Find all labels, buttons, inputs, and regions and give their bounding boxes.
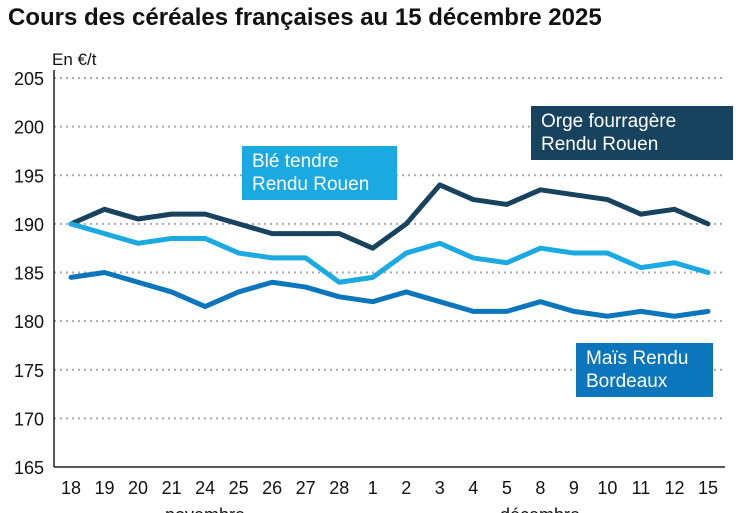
x-tick-label: 28 — [329, 478, 349, 498]
x-tick-label: 1 — [368, 478, 378, 498]
x-tick-label: 20 — [128, 478, 148, 498]
y-tick-label: 175 — [14, 361, 44, 381]
legend-ble: Blé tendre Rendu Rouen — [242, 146, 397, 200]
legend-mais-text: Maïs Rendu Bordeaux — [586, 348, 689, 392]
y-tick-label: 165 — [14, 458, 44, 478]
x-tick-label: 21 — [162, 478, 182, 498]
x-tick-label: 24 — [195, 478, 215, 498]
x-tick-label: 11 — [632, 478, 651, 498]
x-tick-label: 15 — [698, 478, 718, 498]
legend-ble-text: Blé tendre Rendu Rouen — [252, 151, 370, 195]
series-line — [68, 221, 711, 285]
legend-orge: Orge fourragère Rendu Rouen — [531, 106, 733, 160]
x-tick-label: 2 — [401, 478, 411, 498]
y-tick-label: 205 — [14, 69, 44, 89]
legend-mais: Maïs Rendu Bordeaux — [576, 343, 713, 397]
y-tick-label: 200 — [14, 118, 44, 138]
x-tick-label: 26 — [262, 478, 282, 498]
x-tick-label: 25 — [229, 478, 249, 498]
x-tick-label: 18 — [61, 478, 81, 498]
legend-orge-text: Orge fourragère Rendu Rouen — [541, 111, 677, 155]
month-label: décembre — [500, 505, 580, 513]
y-tick-label: 195 — [14, 166, 44, 186]
chart-title: Cours des céréales françaises au 15 déce… — [8, 4, 602, 31]
y-tick-label: 180 — [14, 312, 44, 332]
y-tick-label: 190 — [14, 215, 44, 235]
x-tick-label: 8 — [535, 478, 545, 498]
month-label: novembre — [165, 505, 245, 513]
x-tick-label: 10 — [597, 478, 617, 498]
x-tick-label: 3 — [435, 478, 445, 498]
x-tick-label: 4 — [468, 478, 478, 498]
series-line — [68, 270, 711, 319]
series-line — [68, 182, 711, 251]
y-axis-label: En €/t — [52, 50, 97, 69]
x-tick-label: 19 — [95, 478, 115, 498]
x-tick-label: 9 — [569, 478, 579, 498]
y-tick-label: 170 — [14, 409, 44, 429]
x-tick-label: 5 — [502, 478, 512, 498]
y-tick-label: 185 — [14, 264, 44, 284]
x-tick-label: 12 — [664, 478, 684, 498]
x-tick-label: 27 — [296, 478, 316, 498]
